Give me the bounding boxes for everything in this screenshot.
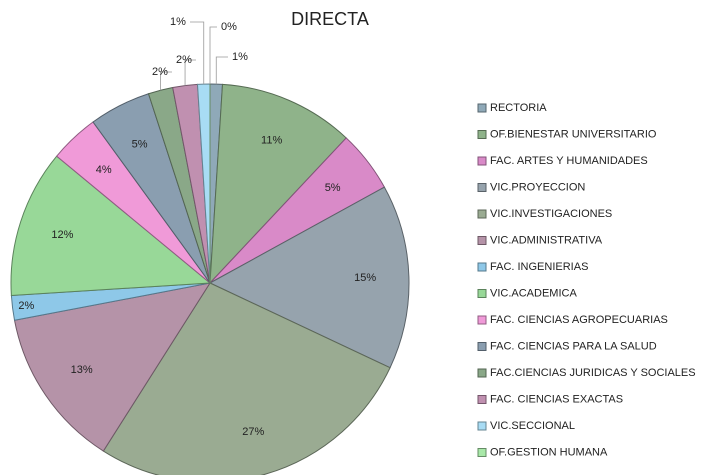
legend-label: VIC.INVESTIGACIONES <box>490 208 612 220</box>
legend-swatch <box>477 209 487 219</box>
pie-slice <box>208 186 410 369</box>
legend-label: FAC. CIENCIAS EXACTAS <box>490 393 623 405</box>
legend-label: FAC. CIENCIAS AGROPECUARIAS <box>490 314 668 326</box>
data-label: 13% <box>71 364 93 376</box>
legend-label: FAC. ARTES Y HUMANIDADES <box>490 155 648 167</box>
legend-label: RECTORIA <box>490 102 547 114</box>
legend-swatch <box>477 262 487 272</box>
leader-line <box>215 56 228 85</box>
legend-swatch <box>477 183 487 192</box>
legend-swatch <box>477 342 487 351</box>
legend-label: VIC.ADMINISTRATIVA <box>490 234 603 246</box>
data-label: 1% <box>170 16 186 28</box>
legend-swatch <box>477 236 487 245</box>
legend-label: OF.GESTION HUMANA <box>490 446 608 458</box>
pie-slice <box>13 282 212 452</box>
legend-swatch <box>477 315 487 325</box>
legend-label: FAC.CIENCIAS JURIDICAS Y SOCIALES <box>490 367 696 379</box>
legend-label: VIC.PROYECCION <box>490 181 585 193</box>
legend-swatch <box>477 130 487 139</box>
legend-label: FAC. INGENIERIAS <box>490 261 588 273</box>
legend-label: VIC.SECCIONAL <box>490 420 575 432</box>
legend-label: FAC. CIENCIAS PARA LA SALUD <box>490 340 657 352</box>
chart-title: DIRECTA <box>291 9 369 29</box>
data-label: 0% <box>221 21 237 33</box>
data-label: 2% <box>18 300 34 312</box>
legend-swatch <box>477 289 487 298</box>
legend-swatch <box>477 421 487 431</box>
data-label: 15% <box>354 272 376 284</box>
data-label: 11% <box>261 134 282 146</box>
pie-slice <box>209 83 347 285</box>
data-label: 2% <box>176 54 192 66</box>
leader-line <box>184 59 196 86</box>
legend-swatch <box>477 156 487 166</box>
data-label: 1% <box>232 51 248 63</box>
legend-label: VIC.ACADEMICA <box>490 287 577 299</box>
data-label: 12% <box>51 229 73 241</box>
data-label: 5% <box>325 182 341 194</box>
legend-label: OF.BIENESTAR UNIVERSITARIO <box>490 128 657 140</box>
leader-line <box>209 26 217 84</box>
legend-swatch <box>477 448 487 457</box>
leader-line <box>190 21 205 85</box>
legend-swatch <box>477 368 487 378</box>
data-label: 2% <box>152 66 168 78</box>
data-label: 27% <box>242 426 264 438</box>
data-label: 4% <box>96 164 112 176</box>
legend-swatch <box>477 395 487 404</box>
leader-line <box>160 71 172 91</box>
legend-swatch <box>477 103 487 113</box>
data-label: 5% <box>132 139 148 151</box>
pie-slice <box>102 282 391 475</box>
pie-slice <box>10 155 212 297</box>
